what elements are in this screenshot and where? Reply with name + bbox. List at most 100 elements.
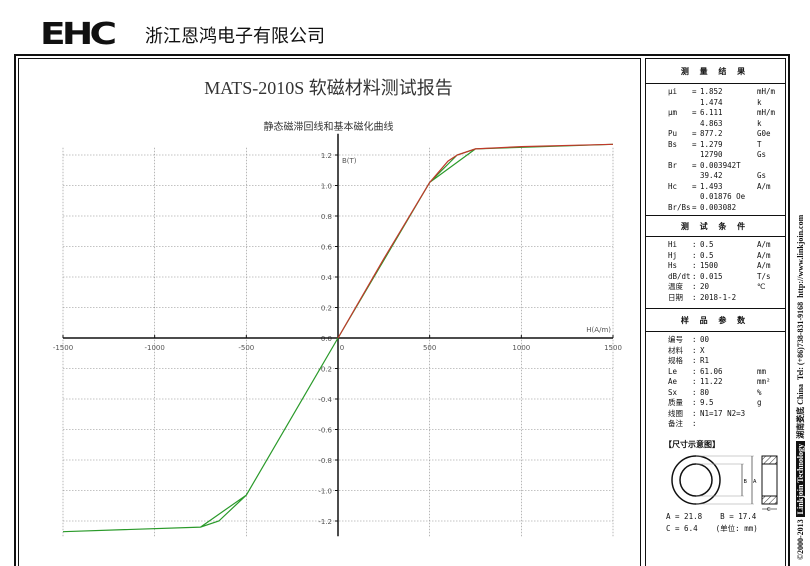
- row-value: 39.42: [700, 171, 723, 180]
- website-link[interactable]: http://www.linkjoin.com: [796, 214, 805, 298]
- row-value: 6.111: [700, 108, 723, 117]
- row-value: 1.493: [700, 181, 723, 191]
- row-unit: g: [757, 398, 762, 407]
- chart-subtitle: 静态磁滞回线和基本磁化曲线: [263, 122, 394, 133]
- x-tick-label: 1000: [512, 344, 530, 352]
- row-value: 00: [700, 335, 710, 344]
- row-unit: k: [757, 97, 762, 107]
- row-unit: G0e: [757, 129, 771, 138]
- logo: EHC: [40, 17, 117, 52]
- row-sep: :: [692, 398, 697, 407]
- y-tick-label: -0.8: [318, 457, 332, 465]
- row-value: 0.5: [700, 250, 714, 260]
- row-sep: =: [692, 129, 697, 138]
- y-axis-label: B(T): [342, 157, 357, 165]
- row-unit: k: [757, 118, 762, 128]
- row-value: 80: [700, 387, 710, 397]
- x-tick-label: 0: [340, 344, 344, 352]
- row-value: 20: [700, 282, 710, 291]
- row-label: Hs: [668, 261, 678, 270]
- row-label: 规格: [668, 356, 683, 365]
- row-unit: A/m: [757, 261, 771, 270]
- row-value: 4.863: [700, 118, 723, 128]
- x-tick-label: -1500: [53, 344, 73, 352]
- dim-c-label: C: [767, 507, 771, 512]
- row-value: 12790: [700, 150, 723, 159]
- y-tick-label: 0.2: [321, 305, 332, 313]
- row-label: Br: [668, 160, 678, 170]
- row-sep: =: [692, 160, 697, 170]
- row-value: N1=17 N2=3: [700, 408, 746, 418]
- row-sep: :: [692, 377, 697, 386]
- row-value: X: [700, 345, 705, 355]
- row-value: 11.22: [700, 377, 723, 386]
- divider: [645, 83, 785, 84]
- row-sep: =: [692, 139, 697, 149]
- row-unit: mH/m: [757, 87, 776, 96]
- row-unit: A/m: [757, 181, 771, 191]
- row-label: Bs: [668, 139, 678, 149]
- row-sep: :: [692, 282, 697, 291]
- company-name: 浙江恩鸿电子有限公司: [145, 26, 325, 47]
- row-sep: :: [692, 356, 697, 365]
- row-label: 备注: [668, 419, 683, 428]
- row-sep: :: [692, 387, 697, 397]
- x-tick-label: 1500: [604, 344, 622, 352]
- x-axis-label: H(A/m): [586, 326, 611, 334]
- x-tick-label: -1000: [144, 344, 164, 352]
- row-label: 线圈: [668, 408, 683, 418]
- row-label: Hi: [668, 240, 678, 249]
- info-panel: [645, 58, 786, 566]
- y-tick-label: 1.2: [321, 152, 332, 160]
- divider: [645, 308, 785, 309]
- row-sep: :: [692, 408, 697, 418]
- dim-b-label: B: [744, 479, 748, 485]
- row-unit: mm: [757, 366, 767, 376]
- copyright: ©2000-2013: [796, 519, 805, 560]
- y-tick-label: -0.6: [318, 427, 332, 435]
- report-title: MATS-2010S 软磁材料测试报告: [204, 78, 453, 98]
- dimensions-c: C = 6.4 (单位: mm): [666, 524, 758, 533]
- row-value: 877.2: [700, 129, 723, 138]
- divider: [645, 215, 785, 216]
- row-value: 9.5: [700, 398, 714, 407]
- row-sep: :: [692, 271, 697, 281]
- row-label: dB/dt: [668, 271, 691, 281]
- y-tick-label: 1.0: [321, 183, 332, 191]
- chart-panel: [18, 58, 641, 566]
- y-tick-label: -0.4: [318, 396, 332, 404]
- row-value: 1.852: [700, 87, 723, 96]
- row-label: Ae: [668, 377, 678, 386]
- row-unit: mm²: [757, 377, 771, 386]
- row-unit: Gs: [757, 171, 767, 180]
- diagram-title: 【尺寸示意图】: [664, 440, 720, 449]
- row-label: Hc: [668, 181, 678, 191]
- row-label: Le: [668, 366, 678, 376]
- y-tick-label: -1.0: [318, 488, 332, 496]
- x-tick-label: -500: [238, 344, 254, 352]
- row-unit: T: [757, 139, 762, 149]
- row-value: 1500: [700, 261, 719, 270]
- row-value: 0.01876 Oe: [700, 192, 746, 201]
- row-unit: A/m: [757, 250, 771, 260]
- row-value: 61.06: [700, 366, 723, 376]
- row-unit: Gs: [757, 150, 767, 159]
- row-sep: :: [692, 345, 697, 355]
- telephone: Tel: (+86)738-831-9168: [796, 301, 805, 381]
- row-label: μm: [668, 108, 678, 117]
- row-sep: =: [692, 181, 697, 191]
- row-value: 1.279: [700, 139, 723, 149]
- bh-chart: 1.2 1.0 0.8 0.6 0.4 0.2 0.0 -0.2 -0.4 -0.6 -0.8 -1.…: [53, 133, 622, 537]
- row-sep: :: [692, 250, 697, 260]
- row-sep: =: [692, 87, 697, 96]
- row-unit: T/s: [757, 271, 771, 281]
- row-label: 编号: [668, 335, 683, 344]
- row-label: μi: [668, 87, 678, 96]
- row-sep: :: [692, 335, 697, 344]
- dimensions-ab: A = 21.8 B = 17.4: [666, 512, 757, 521]
- row-value: 2018-1-2: [700, 292, 737, 302]
- y-tick-label: -1.2: [318, 518, 332, 526]
- row-label: Br/Bs: [668, 202, 691, 212]
- row-value: 0.003082: [700, 202, 737, 212]
